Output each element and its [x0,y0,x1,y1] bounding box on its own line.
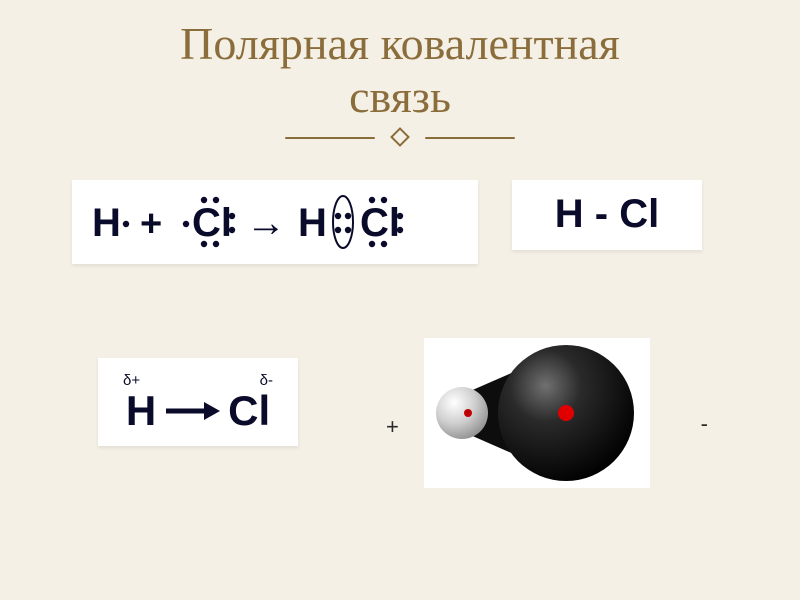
cl2-dot-t1 [369,197,375,203]
lewis-plus: + [140,203,162,245]
small-nucleus [464,409,472,417]
large-nucleus [558,405,574,421]
polar-h: H [126,387,156,435]
title-line-2: связь [0,71,800,124]
shared-pair-oval [333,196,353,248]
lewis-h2: H [298,201,327,245]
lewis-structure-svg: H + Cl → H Cl [80,186,470,258]
lewis-cl2: Cl [360,201,400,245]
cl1-dot-t1 [201,197,207,203]
cl1-dot-r2 [229,227,235,233]
polar-arrow-card: δ+ δ- H Cl [98,358,298,446]
deco-diamond [390,127,410,147]
cl1-dot-b2 [213,241,219,247]
polar-formula: H Cl [126,387,270,435]
shared-dot-1 [335,213,341,219]
cl1-dot-t2 [213,197,219,203]
cl2-dot-t2 [381,197,387,203]
molecule-group: + - [378,338,708,498]
molecule-diagram [424,338,650,488]
molecule-minus-sign: - [701,411,708,437]
polar-cl: Cl [228,387,270,435]
h1-dot [123,221,129,227]
cl1-dot-r1 [229,213,235,219]
cl1-dot-b1 [201,241,207,247]
cl2-dot-r1 [397,213,403,219]
cl2-dot-b1 [369,241,375,247]
cl1-dot-left [183,221,189,227]
title-decoration [0,128,800,148]
bond-formula-text: H - Cl [555,192,659,237]
deco-line-left [285,137,375,139]
slide-title: Полярная ковалентная связь [0,0,800,124]
shared-dot-2 [335,227,341,233]
polar-arrow-icon [164,399,220,423]
row-2: δ+ δ- H Cl + [0,330,800,510]
small-atom [436,387,488,439]
row-1: H + Cl → H Cl [72,180,800,264]
bond-formula-card: H - Cl [512,180,702,250]
cl2-dot-r2 [397,227,403,233]
title-line-1: Полярная ковалентная [0,18,800,71]
lewis-cl1: Cl [192,201,232,245]
molecule-plus-sign: + [386,414,399,440]
lewis-structure-card: H + Cl → H Cl [72,180,478,264]
lewis-h1: H [92,201,121,245]
cl2-dot-b2 [381,241,387,247]
shared-dot-4 [345,227,351,233]
deco-line-right [425,137,515,139]
lewis-arrow: → [246,201,286,245]
shared-dot-3 [345,213,351,219]
